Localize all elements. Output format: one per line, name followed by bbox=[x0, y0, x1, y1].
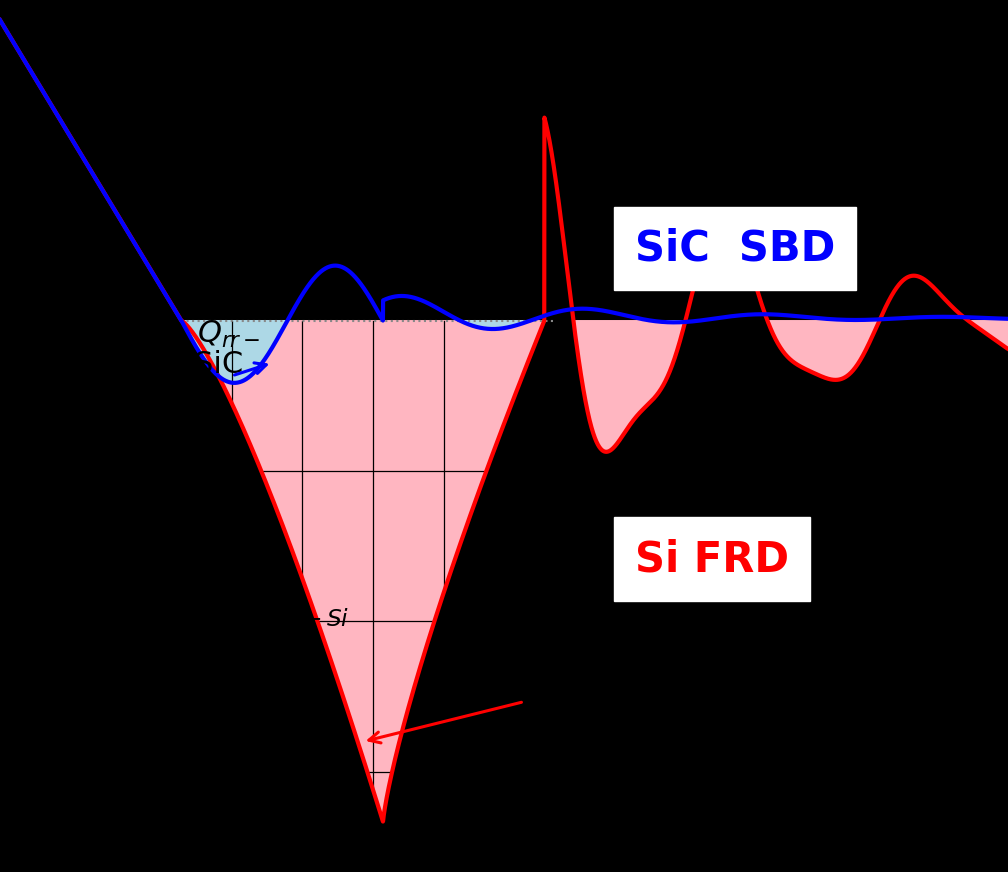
Text: Si FRD: Si FRD bbox=[635, 538, 789, 580]
Text: SiC  SBD: SiC SBD bbox=[635, 228, 836, 269]
Text: $Q_{rr-Si}$: $Q_{rr-Si}$ bbox=[252, 595, 350, 629]
Text: SiC: SiC bbox=[194, 350, 243, 378]
Text: $Q_{rr-}$: $Q_{rr-}$ bbox=[197, 319, 260, 350]
